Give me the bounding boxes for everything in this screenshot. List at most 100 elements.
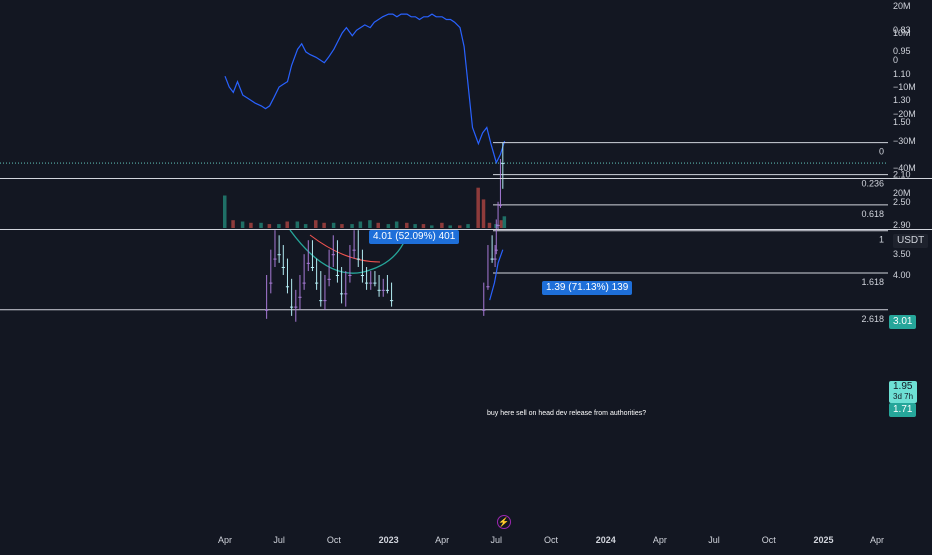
price-tick-label: 1.30 xyxy=(893,95,911,105)
candle-body xyxy=(344,293,348,295)
x-tick-label: 2024 xyxy=(596,535,616,545)
candle-body xyxy=(327,278,331,280)
volume-pane: 20M xyxy=(223,187,911,228)
volume-bar xyxy=(303,224,308,228)
volume-bar xyxy=(376,222,380,228)
candle-body xyxy=(331,254,335,256)
candle-body xyxy=(381,289,385,291)
price-badge-last-value: 1.95 xyxy=(893,381,913,392)
fib-label: 1 xyxy=(879,235,884,245)
price-badge-current: 3.01 xyxy=(889,315,917,329)
currency-label[interactable]: USDT xyxy=(893,234,929,248)
candle-body xyxy=(496,224,500,226)
volume-bar xyxy=(223,195,227,228)
candle-body xyxy=(364,282,369,284)
volume-bar xyxy=(240,221,245,228)
candle-body xyxy=(486,286,490,288)
candle-body xyxy=(494,249,498,251)
ma-curve-red xyxy=(309,234,381,263)
volume-bar xyxy=(405,222,409,228)
candle-body xyxy=(498,204,503,206)
volume-bar xyxy=(457,225,462,228)
x-tick-label: Jul xyxy=(273,535,285,545)
axes: Apr Jul Oct 2023 Apr Jul Oct 2024 Apr Jul Oct 2025 A… xyxy=(218,535,884,545)
candle-body xyxy=(339,293,344,295)
price-badge-countdown: 3d 7h xyxy=(893,392,914,401)
volume-bar xyxy=(421,224,426,228)
indicator-pane: 20M 10M 0 −10M −20M −30M −40M xyxy=(224,1,916,173)
price-tick-label: 3.50 xyxy=(893,249,911,259)
indicator-tick-label: −20M xyxy=(893,109,916,119)
candle-body xyxy=(277,254,281,256)
x-tick-label: Jul xyxy=(708,535,720,545)
moving-average-line xyxy=(489,249,504,301)
x-tick-label: Apr xyxy=(218,535,232,545)
candle-body xyxy=(265,309,269,311)
indicator-tick-label: 10M xyxy=(893,28,911,38)
price-tick-label: 1.10 xyxy=(893,69,911,79)
candle-body xyxy=(348,275,352,276)
candle-body xyxy=(315,282,319,284)
volume-bar xyxy=(267,224,272,228)
candle-body xyxy=(302,282,306,284)
volume-bar xyxy=(448,225,452,228)
candle-body xyxy=(490,258,494,260)
price-badge-last: 1.95 3d 7h xyxy=(889,381,918,403)
candle-body xyxy=(389,300,394,302)
volume-bar xyxy=(259,222,263,228)
x-tick-label: 2025 xyxy=(813,535,833,545)
candle-body xyxy=(356,258,360,260)
x-tick-label: Oct xyxy=(762,535,777,545)
price-tick-label: 1.50 xyxy=(893,117,911,127)
fib-label: 0.236 xyxy=(861,179,884,189)
candle-body xyxy=(385,289,390,291)
candle-body xyxy=(285,286,290,288)
pane-separator[interactable] xyxy=(0,229,932,230)
x-tick-label: Jul xyxy=(491,535,503,545)
volume-bar xyxy=(340,224,344,228)
volume-bar xyxy=(350,224,354,228)
volume-bar xyxy=(368,220,372,228)
indicator-tick-label: 0 xyxy=(893,55,898,65)
price-tick-label: 0.83 xyxy=(893,25,911,35)
candle-body xyxy=(319,300,323,302)
x-tick-label: Oct xyxy=(327,535,342,545)
candle-body xyxy=(273,258,277,260)
x-tick-label: Apr xyxy=(435,535,449,545)
volume-bar xyxy=(440,222,444,228)
volume-bar xyxy=(394,221,399,228)
volume-bar xyxy=(481,199,486,228)
volume-bar xyxy=(231,220,235,228)
lightning-icon[interactable]: ⚡ xyxy=(497,515,511,529)
candle-body xyxy=(482,309,486,311)
measure-label-2: 1.39 (71.13%) 139 xyxy=(542,281,633,295)
candle-body xyxy=(269,282,273,284)
volume-bar xyxy=(322,222,326,228)
price-tick-label: 2.90 xyxy=(893,220,911,230)
volume-bar xyxy=(358,221,363,228)
candle-body xyxy=(360,275,365,276)
x-tick-label: Oct xyxy=(544,535,559,545)
indicator-tick-label: −40M xyxy=(893,163,916,173)
candle-body xyxy=(373,282,377,284)
candle-body xyxy=(501,163,505,165)
measure-label-1: 4.01 (52.09%) 401 xyxy=(369,230,460,244)
candle-body xyxy=(323,300,327,302)
price-pane: 2.618 1.618 1 0.618 0.236 0 4.00 3.50 2.90 2.50 2.… xyxy=(0,25,911,324)
price-tick-label: 2.10 xyxy=(893,170,911,180)
candle-body xyxy=(335,275,340,276)
volume-bar xyxy=(285,221,289,228)
price-tick-label: 4.00 xyxy=(893,270,911,280)
candle-body xyxy=(294,306,298,308)
candle-body xyxy=(306,262,310,264)
volume-bar xyxy=(331,222,336,228)
price-tick-label: 2.50 xyxy=(893,197,911,207)
volume-bar xyxy=(466,224,470,228)
indicator-tick-label: −10M xyxy=(893,82,916,92)
fib-label: 0 xyxy=(879,147,884,157)
price-tick-label: 0.95 xyxy=(893,46,911,56)
candle-body xyxy=(290,306,294,308)
pane-separator[interactable] xyxy=(0,178,932,179)
